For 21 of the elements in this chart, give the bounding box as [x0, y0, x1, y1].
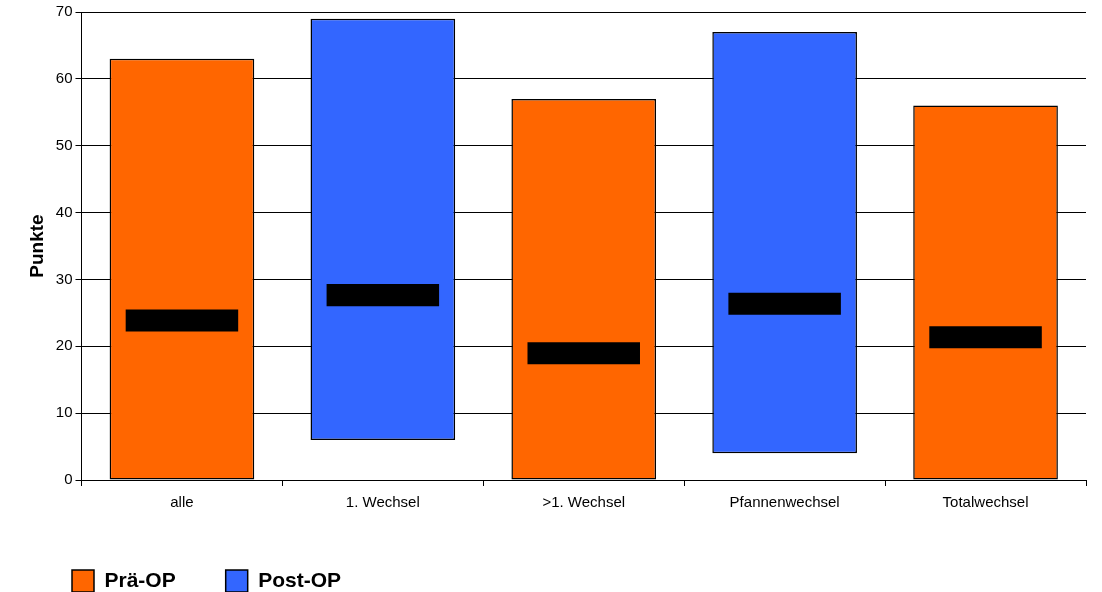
x-tick-label: >1. Wechsel [542, 493, 626, 511]
y-tick-label: 0 [64, 470, 73, 488]
bar [728, 292, 841, 315]
y-tick-label: 70 [55, 2, 73, 20]
x-tick-label: Totalwechsel [942, 493, 1029, 511]
y-tick-label: 20 [55, 336, 73, 354]
bar [125, 309, 239, 332]
y-axis-title: Punkte [25, 214, 47, 278]
y-tick-label: 60 [55, 69, 73, 86]
y-tick-label: 50 [55, 135, 73, 153]
bar [929, 326, 1042, 349]
y-tick-label: 10 [55, 403, 73, 421]
legend-label: Post-OP [258, 567, 342, 591]
legend-label: Prä-OP [104, 567, 176, 591]
x-tick-label: Pfannenwechsel [729, 493, 840, 511]
x-tick-label: 1. Wechsel [345, 493, 420, 511]
y-tick-label: 30 [55, 269, 73, 287]
bar [527, 342, 640, 365]
x-tick-label: alle [170, 493, 194, 511]
bar [326, 284, 440, 307]
y-tick-label: 40 [55, 202, 73, 220]
